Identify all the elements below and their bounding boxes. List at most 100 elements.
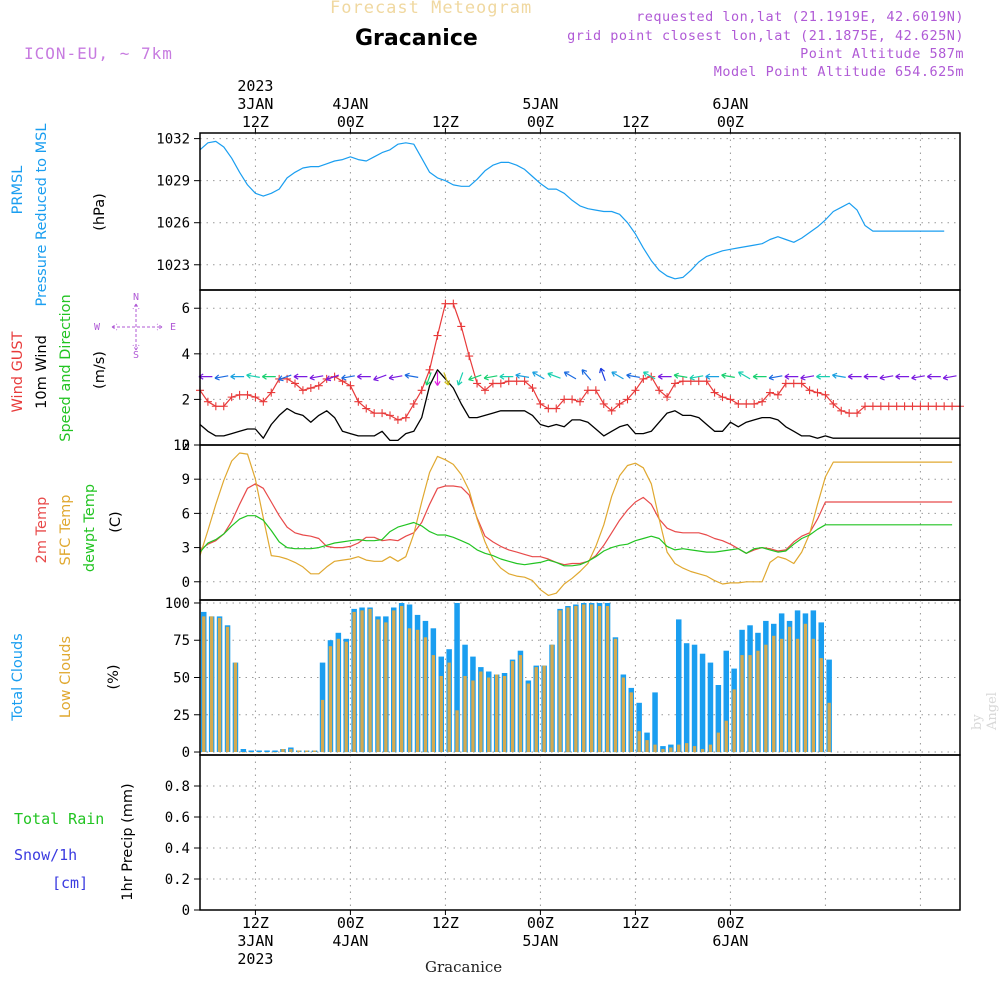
wind-direction-arrow: [689, 374, 704, 381]
low-cloud-bar: [740, 655, 744, 752]
wind-speed-direction-label: Speed and Direction: [58, 294, 74, 441]
low-cloud-bar: [439, 676, 443, 752]
bottom-time-label: 3JAN: [237, 932, 273, 950]
wind-direction-arrow: [532, 371, 545, 380]
low-cloud-bar: [542, 665, 546, 752]
wind-direction-arrow: [895, 373, 910, 380]
chart-title: Forecast Meteogram: [330, 0, 533, 18]
low-cloud-bar: [297, 750, 301, 752]
low-cloud-bar: [447, 662, 451, 752]
low-cloud-bar: [305, 750, 309, 752]
low-cloud-bar: [819, 658, 823, 752]
closest-grid-point: grid point closest lon,lat (21.1875E, 42…: [567, 28, 964, 44]
gust-marker: [591, 386, 600, 395]
gust-marker: [346, 381, 355, 390]
gust-marker: [512, 377, 521, 386]
gust-marker: [702, 377, 711, 386]
low-cloud-bar: [400, 606, 404, 753]
clouds-frame: [199, 599, 961, 756]
clouds-ytick-label: 100: [165, 596, 190, 612]
low-cloud-bar: [312, 750, 317, 752]
low-cloud-bar: [415, 629, 420, 752]
wind-direction-arrow: [261, 373, 276, 380]
clouds-panel: [194, 599, 961, 756]
gust-marker: [734, 399, 743, 408]
wind-ytick-label: 2: [182, 392, 190, 408]
compass-w: W: [94, 322, 101, 333]
wind-direction-arrow: [752, 373, 767, 380]
gust-marker: [259, 397, 268, 406]
low-cloud-bar: [360, 610, 364, 752]
low-cloud-bar: [257, 752, 261, 753]
gust-marker: [251, 393, 260, 402]
gust-marker: [663, 393, 672, 402]
total-cloud-bar: [723, 650, 729, 752]
wind-frame: [199, 289, 961, 446]
wind-direction-arrow: [721, 372, 735, 379]
clouds-ytick-label: 50: [173, 671, 190, 687]
gust-marker: [409, 399, 418, 408]
gust-marker: [726, 395, 735, 404]
low-cloud-bar: [795, 638, 800, 753]
gust-marker: [457, 322, 466, 331]
gust-marker: [433, 331, 442, 340]
pressure-msl-label: Pressure Reduced to MSL: [34, 124, 50, 307]
top-time-label: 00Z: [527, 113, 554, 131]
wind-direction-arrow: [611, 371, 624, 380]
clouds-ytick-label: 75: [173, 633, 190, 649]
snow-unit-label: [cm]: [52, 874, 88, 892]
gust-marker: [892, 402, 901, 411]
gust-marker: [203, 397, 212, 406]
gust-marker: [758, 397, 767, 406]
gust-marker: [544, 404, 553, 413]
low-cloud-bar: [613, 638, 618, 753]
bottom-time-label: 4JAN: [332, 932, 368, 950]
compass-s: S: [133, 350, 139, 361]
gust-marker: [504, 377, 513, 386]
wind-direction-arrow: [373, 374, 387, 382]
low-cloud-bar: [249, 752, 253, 753]
bottom-time-label: 12Z: [622, 914, 649, 932]
wind-direction-arrow: [911, 374, 925, 381]
gust-marker: [781, 379, 790, 388]
gust-marker: [884, 402, 893, 411]
total-cloud-bar: [652, 692, 658, 752]
top-time-label: 12Z: [432, 113, 459, 131]
gust-marker: [694, 377, 703, 386]
precip-ytick-label: 0.8: [165, 779, 190, 795]
temp-unit-label: (C): [108, 511, 124, 532]
low-cloud-bar: [392, 610, 396, 752]
gust-marker: [401, 413, 410, 422]
gust-marker: [766, 388, 774, 397]
low-cloud-bar: [645, 740, 649, 752]
low-cloud-bar: [344, 641, 348, 752]
gust-marker: [876, 402, 885, 411]
gust-marker: [576, 397, 584, 406]
low-cloud-bar: [787, 626, 792, 752]
bottom-time-label: 00Z: [527, 914, 554, 932]
gust-marker: [678, 377, 687, 386]
total-cloud-bar: [272, 750, 278, 752]
low-cloud-bar: [233, 662, 238, 752]
low-cloud-bar: [265, 752, 269, 753]
low-cloud-bar: [566, 607, 570, 753]
top-time-label: 5JAN: [522, 95, 558, 113]
total-clouds-label: Total Clouds: [10, 633, 26, 721]
low-cloud-bar: [502, 676, 507, 752]
temp-line-tsfc: [199, 452, 953, 597]
gust-marker: [314, 381, 323, 390]
wind-direction-arrow: [356, 373, 371, 380]
total-cloud-bar: [636, 702, 642, 752]
low-cloud-bar: [518, 655, 523, 752]
wind-direction-arrow: [547, 372, 561, 379]
low-cloud-bar: [510, 661, 515, 752]
precip-unit-label: 1hr Precip (mm): [120, 783, 136, 900]
top-time-label: 6JAN: [712, 95, 748, 113]
temperature-ytick-label: 9: [182, 472, 190, 488]
gust-marker: [631, 386, 640, 395]
total-cloud-bar: [240, 749, 247, 752]
gust-marker: [560, 395, 569, 404]
gust-marker: [773, 390, 782, 399]
footer-station: Gracanice: [425, 958, 503, 976]
